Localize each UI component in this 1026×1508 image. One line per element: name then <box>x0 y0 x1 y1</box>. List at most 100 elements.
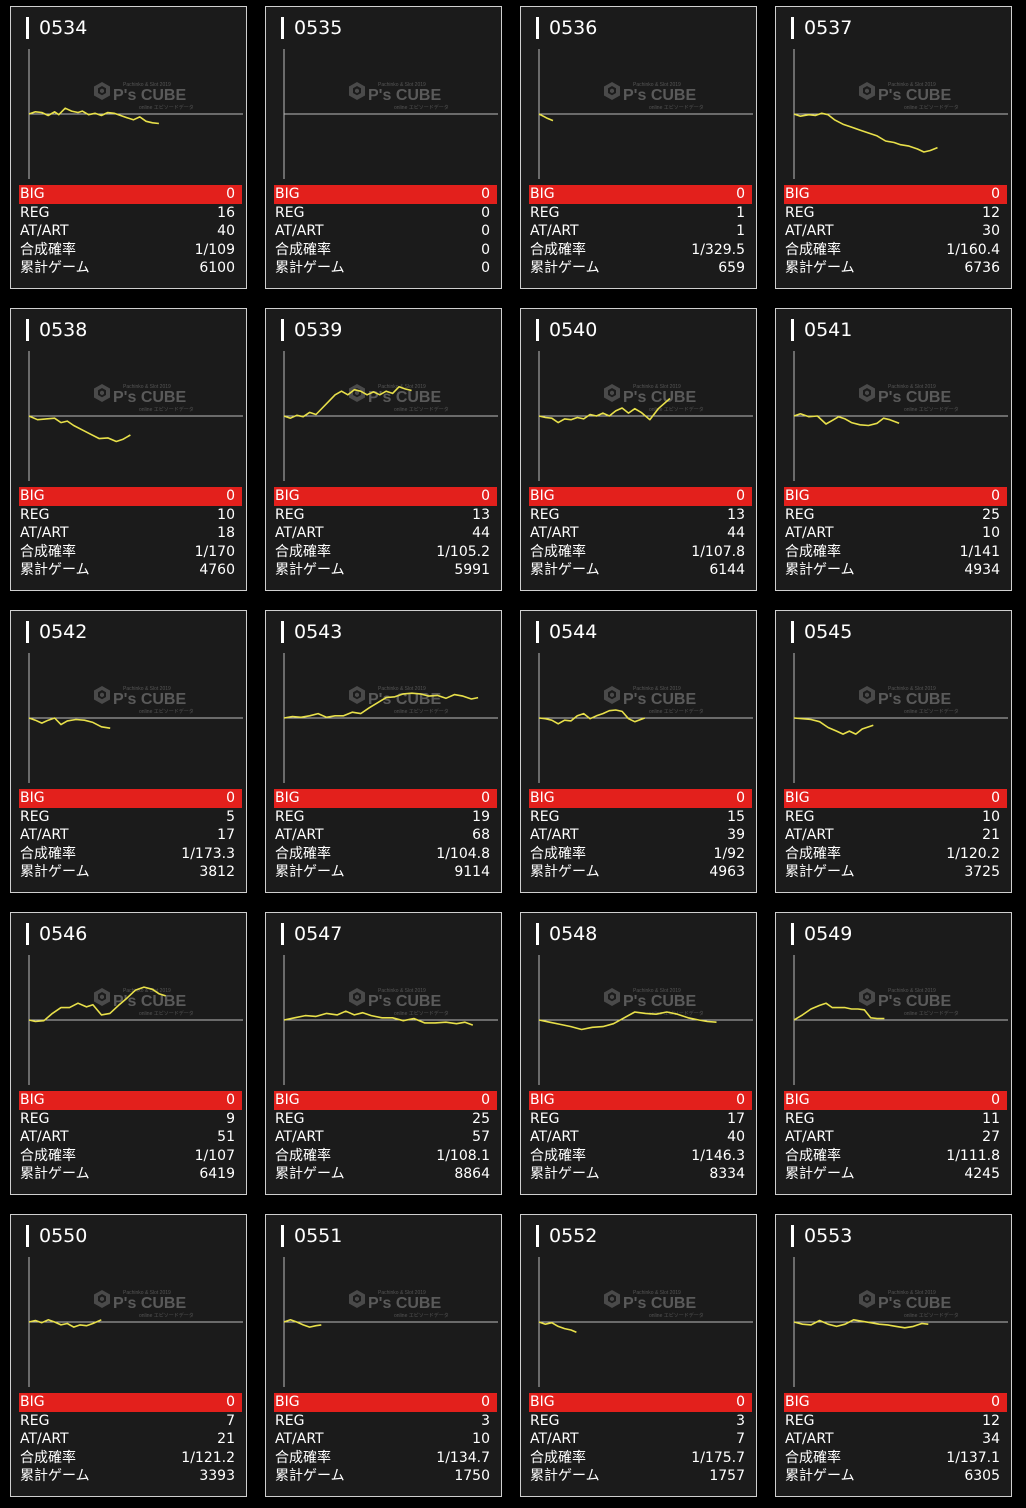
at-art-count-label: AT/ART <box>275 827 324 843</box>
reg-count-label: REG <box>275 808 305 825</box>
combined-probability-label: 合成確率 <box>785 1147 841 1164</box>
reg-count-row: REG 16 <box>19 204 242 223</box>
at-art-count-row: AT/ART 68 <box>274 826 497 845</box>
slump-series-line-0549 <box>793 1002 885 1021</box>
machine-card[interactable]: 0549 Pachinko & Slot 2019 P's CUBE online エ… <box>775 912 1012 1195</box>
combined-probability-row: 合成確率 1/137.1 <box>784 1449 1007 1468</box>
machine-number: 0539 <box>281 319 342 341</box>
machine-number: 0541 <box>791 319 852 341</box>
combined-probability-value: 1/121.2 <box>181 1449 235 1466</box>
total-games-value: 4934 <box>964 562 1000 578</box>
total-games-row: 累計ゲーム 3725 <box>784 863 1007 882</box>
total-games-row: 累計ゲーム 659 <box>529 259 752 278</box>
machine-card[interactable]: 0538 Pachinko & Slot 2019 P's CUBE online エ… <box>10 308 247 591</box>
big-count-label: BIG <box>530 790 555 806</box>
combined-probability-value: 1/109 <box>194 241 235 258</box>
total-games-value: 4245 <box>964 1166 1000 1182</box>
slump-graph-svg <box>793 49 1008 179</box>
stats-table: BIG 0 REG 17 AT/ART 40 合成確率 1/146.3 累計ゲーム 8334 <box>529 1091 752 1184</box>
machine-card[interactable]: 0542 Pachinko & Slot 2019 P's CUBE online エ… <box>10 610 247 893</box>
at-art-count-value: 68 <box>472 827 490 843</box>
machine-card[interactable]: 0534 Pachinko & Slot 2019 P's CUBE online エ… <box>10 6 247 289</box>
at-art-count-value: 27 <box>982 1129 1000 1145</box>
total-games-row: 累計ゲーム 8334 <box>529 1165 752 1184</box>
big-count-row: BIG 0 <box>784 1393 1007 1412</box>
machine-number: 0547 <box>281 923 342 945</box>
machine-card[interactable]: 0548 Pachinko & Slot 2019 P's CUBE online エ… <box>520 912 757 1195</box>
machine-card[interactable]: 0540 Pachinko & Slot 2019 P's CUBE online エ… <box>520 308 757 591</box>
reg-count-value: 15 <box>727 808 745 825</box>
total-games-label: 累計ゲーム <box>20 260 90 276</box>
stats-table: BIG 0 REG 25 AT/ART 10 合成確率 1/141 累計ゲーム 4934 <box>784 487 1007 580</box>
machine-card[interactable]: 0539 Pachinko & Slot 2019 P's CUBE online エ… <box>265 308 502 591</box>
total-games-value: 6305 <box>964 1468 1000 1484</box>
big-count-value: 0 <box>991 1092 1000 1108</box>
at-art-count-value: 51 <box>217 1129 235 1145</box>
big-count-value: 0 <box>991 186 1000 202</box>
reg-count-row: REG 3 <box>274 1412 497 1431</box>
stats-table: BIG 0 REG 10 AT/ART 18 合成確率 1/170 累計ゲーム 4760 <box>19 487 242 580</box>
combined-probability-label: 合成確率 <box>785 543 841 560</box>
at-art-count-label: AT/ART <box>785 1129 834 1145</box>
machine-card[interactable]: 0545 Pachinko & Slot 2019 P's CUBE online エ… <box>775 610 1012 893</box>
total-games-value: 4760 <box>199 562 235 578</box>
machine-card[interactable]: 0550 Pachinko & Slot 2019 P's CUBE online エ… <box>10 1214 247 1497</box>
reg-count-label: REG <box>20 204 50 221</box>
slump-graph-svg <box>283 1257 498 1387</box>
reg-count-row: REG 5 <box>19 808 242 827</box>
total-games-label: 累計ゲーム <box>785 864 855 880</box>
at-art-count-value: 44 <box>727 525 745 541</box>
machine-card[interactable]: 0537 Pachinko & Slot 2019 P's CUBE online エ… <box>775 6 1012 289</box>
machine-card[interactable]: 0544 Pachinko & Slot 2019 P's CUBE online エ… <box>520 610 757 893</box>
combined-probability-row: 合成確率 1/92 <box>529 845 752 864</box>
machine-number: 0540 <box>536 319 597 341</box>
combined-probability-value: 1/137.1 <box>946 1449 1000 1466</box>
at-art-count-value: 17 <box>217 827 235 843</box>
combined-probability-value: 1/175.7 <box>691 1449 745 1466</box>
at-art-count-value: 44 <box>472 525 490 541</box>
machine-card[interactable]: 0536 Pachinko & Slot 2019 P's CUBE online エ… <box>520 6 757 289</box>
machine-card[interactable]: 0541 Pachinko & Slot 2019 P's CUBE online エ… <box>775 308 1012 591</box>
combined-probability-value: 1/173.3 <box>181 845 235 862</box>
total-games-row: 累計ゲーム 6419 <box>19 1165 242 1184</box>
machine-card[interactable]: 0543 Pachinko & Slot 2019 P's CUBE online エ… <box>265 610 502 893</box>
machine-card[interactable]: 0546 Pachinko & Slot 2019 P's CUBE online エ… <box>10 912 247 1195</box>
reg-count-row: REG 1 <box>529 204 752 223</box>
total-games-label: 累計ゲーム <box>530 260 600 276</box>
combined-probability-row: 合成確率 1/146.3 <box>529 1147 752 1166</box>
slump-graph: Pachinko & Slot 2019 P's CUBE online エピソード… <box>784 653 1008 783</box>
at-art-count-row: AT/ART 44 <box>274 524 497 543</box>
stats-table: BIG 0 REG 9 AT/ART 51 合成確率 1/107 累計ゲーム 6419 <box>19 1091 242 1184</box>
machine-card[interactable]: 0535 Pachinko & Slot 2019 P's CUBE online エ… <box>265 6 502 289</box>
machine-card[interactable]: 0551 Pachinko & Slot 2019 P's CUBE online エ… <box>265 1214 502 1497</box>
combined-probability-value: 1/329.5 <box>691 241 745 258</box>
combined-probability-row: 合成確率 1/108.1 <box>274 1147 497 1166</box>
at-art-count-row: AT/ART 1 <box>529 222 752 241</box>
big-count-row: BIG 0 <box>274 1091 497 1110</box>
reg-count-value: 13 <box>472 506 490 523</box>
machine-card[interactable]: 0553 Pachinko & Slot 2019 P's CUBE online エ… <box>775 1214 1012 1497</box>
machine-number: 0535 <box>281 17 342 39</box>
big-count-value: 0 <box>226 488 235 504</box>
big-count-row: BIG 0 <box>274 1393 497 1412</box>
big-count-label: BIG <box>275 488 300 504</box>
big-count-value: 0 <box>736 790 745 806</box>
big-count-row: BIG 0 <box>529 1091 752 1110</box>
machine-number: 0551 <box>281 1225 342 1247</box>
combined-probability-row: 合成確率 1/134.7 <box>274 1449 497 1468</box>
slump-graph: Pachinko & Slot 2019 P's CUBE online エピソード… <box>529 49 753 179</box>
big-count-label: BIG <box>275 1092 300 1108</box>
reg-count-label: REG <box>275 204 305 221</box>
machine-card[interactable]: 0552 Pachinko & Slot 2019 P's CUBE online エ… <box>520 1214 757 1497</box>
reg-count-label: REG <box>275 1110 305 1127</box>
machine-card[interactable]: 0547 Pachinko & Slot 2019 P's CUBE online エ… <box>265 912 502 1195</box>
slump-series-line-0540 <box>538 397 671 424</box>
big-count-label: BIG <box>275 790 300 806</box>
slump-graph-svg <box>28 49 243 179</box>
combined-probability-label: 合成確率 <box>275 1147 331 1164</box>
big-count-row: BIG 0 <box>274 789 497 808</box>
slump-graph: Pachinko & Slot 2019 P's CUBE online エピソード… <box>784 955 1008 1085</box>
at-art-count-value: 57 <box>472 1129 490 1145</box>
at-art-count-value: 21 <box>217 1431 235 1447</box>
total-games-value: 3725 <box>964 864 1000 880</box>
